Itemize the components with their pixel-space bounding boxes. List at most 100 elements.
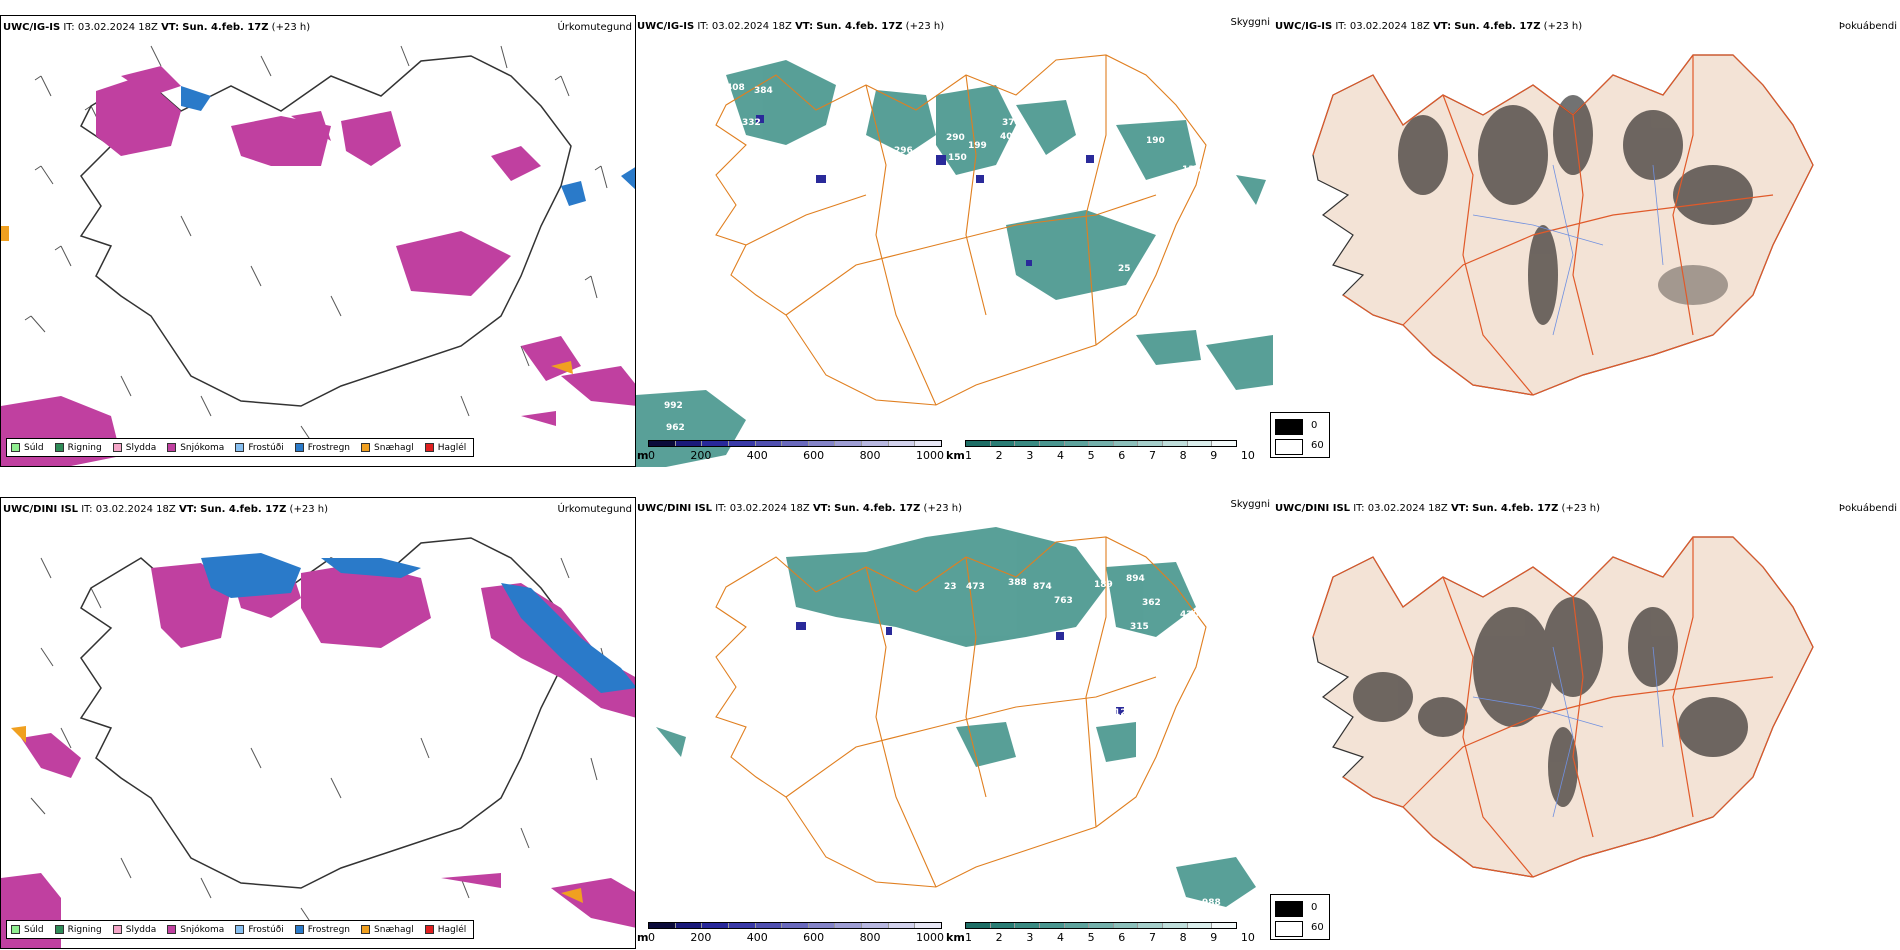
legend-swatch — [167, 925, 177, 934]
legend-swatch — [235, 443, 245, 452]
vis-label: 25 — [1118, 264, 1131, 274]
fog-rivers — [1472, 646, 1664, 818]
iceland-outline — [79, 55, 572, 407]
legend-swatch — [11, 925, 20, 934]
legend-swatch — [167, 443, 177, 452]
low-visibility-areas — [636, 60, 1273, 467]
height-ticks: 0 200 400 600 800 1000 — [648, 931, 944, 944]
vis-label: 962 — [666, 423, 685, 433]
fog-roads — [1312, 536, 1814, 878]
precip-type-panel: UWC/IG-IS IT: 03.02.2024 18Z VT: Sun. 4.… — [0, 15, 636, 467]
panel-parameter: Úrkomutegund — [557, 22, 632, 33]
vis-label: 150 — [948, 153, 967, 163]
vis-label: 384 — [754, 86, 773, 96]
visibility-colorbar — [965, 440, 1237, 447]
legend-swatch — [294, 925, 304, 934]
vis-label: 388 — [1008, 578, 1027, 588]
legend-swatch — [424, 925, 434, 934]
ice-pellet-areas — [1, 226, 573, 374]
legend-swatch — [361, 925, 371, 934]
vis-label: 332 — [742, 118, 761, 128]
fog-panel: Þokuábendi — [1273, 15, 1900, 410]
fog-swatch — [1275, 901, 1303, 917]
panel-parameter: Þokuábendi — [1838, 21, 1897, 32]
visibility-ticks: 1 2 3 4 5 6 7 8 9 10 — [965, 931, 1255, 944]
freezing-rain-areas — [201, 553, 635, 693]
visibility-map: 23 473 388 874 763 189 894 362 420 315 1… — [656, 527, 1256, 908]
height-ticks: 0 200 400 600 800 1000 — [648, 449, 944, 462]
precip-type-panel: UWC/DINI ISL IT: 03.02.2024 18Z VT: Sun.… — [0, 497, 636, 949]
vis-label: 763 — [1054, 596, 1073, 606]
wind-barbs — [24, 45, 608, 445]
legend-swatch — [294, 443, 304, 452]
vis-label: 403 — [1000, 132, 1019, 142]
low-visibility-areas — [656, 527, 1256, 907]
vis-label: 12 — [1114, 708, 1127, 718]
ice-pellet-areas — [11, 726, 583, 903]
vis-label: 315 — [1130, 622, 1149, 632]
vis-label: 296 — [894, 146, 913, 156]
vis-label: 992 — [664, 401, 683, 411]
vis-label: 199 — [968, 141, 987, 151]
vis-label: 420 — [1180, 610, 1199, 620]
visibility-map: 408 384 332 266 290 296 150 199 219 403 … — [636, 54, 1273, 467]
visibility-ticks: 1 2 3 4 5 6 7 8 9 10 — [965, 449, 1255, 462]
vis-label: 23 — [944, 582, 957, 592]
panel-title: UWC/IG-IS IT: 03.02.2024 18Z VT: Sun. 4.… — [637, 21, 945, 32]
visibility-colorbar — [965, 922, 1237, 929]
vis-label: 219 — [1004, 149, 1023, 159]
vis-label: 266 — [780, 146, 799, 156]
precip-legend: Súld Rigning Slydda Snjókoma Frostúði Fr… — [6, 438, 474, 457]
fog-shading — [1398, 95, 1753, 325]
wind-barbs — [30, 557, 608, 927]
precip-type-map — [1, 45, 635, 466]
legend-swatch — [54, 925, 64, 934]
vis-label: 290 — [946, 133, 965, 143]
precip-legend: Súld Rigning Slydda Snjókoma Frostúði Fr… — [6, 920, 474, 939]
legend-swatch — [235, 925, 245, 934]
vis-label: 473 — [966, 582, 985, 592]
panel-title: UWC/DINI ISL IT: 03.02.2024 18Z VT: Sun.… — [3, 504, 328, 515]
fog-swatch — [1275, 439, 1303, 455]
vis-label: 894 — [1126, 574, 1145, 584]
freezing-rain-areas — [181, 86, 635, 206]
legend-swatch — [424, 443, 434, 452]
panel-title: UWC/IG-IS IT: 03.02.2024 18Z VT: Sun. 4.… — [3, 22, 311, 33]
legend-swatch — [112, 925, 122, 934]
height-unit: m — [637, 931, 649, 944]
vis-label: 408 — [726, 83, 745, 93]
visibility-unit: km — [946, 931, 965, 944]
snow-areas — [1, 66, 635, 466]
vis-label: 374 — [1002, 118, 1021, 128]
height-unit: m — [637, 449, 649, 462]
panel-parameter: Þokuábendi — [1838, 503, 1897, 514]
panel-title: UWC/DINI ISL IT: 03.02.2024 18Z VT: Sun.… — [1275, 503, 1600, 514]
fog-rivers — [1472, 164, 1664, 336]
snowy-heights — [756, 115, 1094, 266]
vis-label: 189 — [1094, 580, 1113, 590]
fog-map — [1312, 54, 1814, 396]
panel-title: UWC/DINI ISL IT: 03.02.2024 18Z VT: Sun.… — [637, 503, 962, 514]
precip-type-map — [1, 537, 635, 948]
vis-label: 190 — [1146, 136, 1165, 146]
panel-title: UWC/IG-IS IT: 03.02.2024 18Z VT: Sun. 4.… — [1275, 21, 1583, 32]
visibility-panel: 23 473 388 874 763 189 894 362 420 315 1… — [636, 497, 1273, 949]
vis-label: 988 — [1202, 898, 1221, 908]
fog-map — [1312, 536, 1814, 878]
visibility-values: 408 384 332 266 290 296 150 199 219 403 … — [664, 83, 1201, 433]
legend-swatch — [11, 443, 20, 452]
visibility-panel: 408 384 332 266 290 296 150 199 219 403 … — [636, 15, 1273, 467]
fog-roads — [1312, 54, 1814, 396]
snowy-heights — [796, 622, 1124, 715]
panel-parameter: Úrkomutegund — [557, 504, 632, 515]
legend-swatch — [54, 443, 64, 452]
panel-parameter: Skyggni — [1230, 499, 1270, 510]
legend-swatch — [361, 443, 371, 452]
legend-swatch — [112, 443, 122, 452]
height-colorbar — [648, 440, 942, 447]
fog-legend: 0 60 — [1270, 412, 1330, 458]
vis-label: 362 — [1142, 598, 1161, 608]
panel-parameter: Skyggni — [1230, 17, 1270, 28]
road-network — [715, 536, 1207, 888]
fog-swatch — [1275, 419, 1303, 435]
